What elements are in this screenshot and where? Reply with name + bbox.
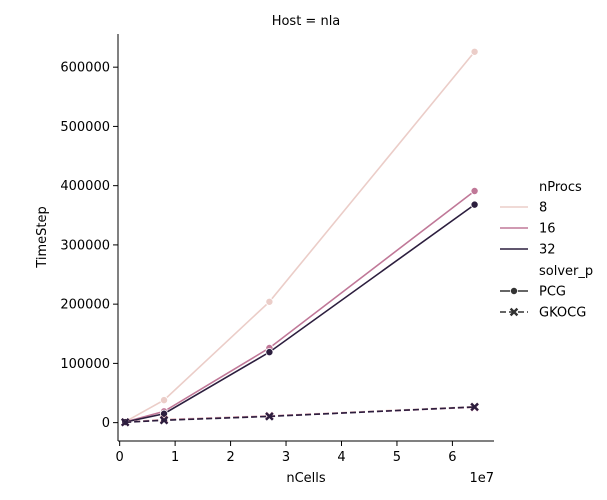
legend-label: GKOCG	[539, 306, 586, 321]
y-ticks: 0 100000 200000 300000 400000 500000 600000	[60, 61, 118, 431]
series-pcg-8	[121, 47, 479, 426]
series-gkocg-32	[120, 402, 479, 427]
x-tick-label: 1	[171, 450, 179, 465]
x-tick-label: 3	[282, 450, 290, 465]
data-point	[120, 418, 130, 427]
data-point	[160, 409, 169, 418]
y-axis-label: TimeStep	[35, 206, 50, 268]
y-tick-label: 600000	[60, 61, 110, 76]
y-tick-label: 0	[102, 416, 110, 431]
data-point	[470, 200, 479, 209]
legend-label: 32	[539, 243, 556, 258]
legend: nProcs 8 16 32 solver_p PCG GKOCG	[500, 180, 593, 321]
y-tick-label: 200000	[60, 298, 110, 313]
legend-label: PCG	[539, 285, 566, 300]
y-tick-label: 300000	[60, 238, 110, 253]
legend-hue-title: nProcs	[539, 180, 582, 195]
x-ticks: 0 1 2 3 4 5 6	[116, 441, 457, 465]
y-tick-label: 500000	[60, 120, 110, 135]
series-line	[124, 51, 476, 423]
series-line	[124, 190, 476, 423]
legend-style-entries: PCG GKOCG	[500, 285, 586, 321]
data-point	[265, 412, 274, 421]
data-point	[160, 396, 169, 405]
data-point	[159, 416, 169, 425]
legend-marker	[509, 286, 518, 295]
y-tick-label: 400000	[60, 179, 110, 194]
legend-label: 16	[539, 222, 556, 237]
series-pcg-32	[121, 200, 479, 427]
series-line	[125, 406, 475, 424]
x-offset-label: 1e7	[469, 471, 494, 486]
data-point	[470, 402, 479, 412]
legend-marker	[509, 307, 519, 317]
legend-label: 8	[539, 201, 547, 216]
data-point	[470, 186, 479, 195]
x-tick-label: 2	[226, 450, 234, 465]
legend-hue-entries: 8 16 32	[500, 201, 556, 258]
x-tick-label: 0	[116, 450, 124, 465]
data-point	[470, 47, 479, 56]
x-tick-label: 4	[337, 450, 345, 465]
legend-style-title: solver_p	[539, 264, 593, 279]
x-tick-label: 5	[393, 450, 401, 465]
data-point	[265, 297, 274, 306]
chart-title: Host = nla	[272, 14, 341, 29]
series-line	[125, 203, 476, 423]
data-point	[265, 348, 274, 357]
plot-area	[120, 47, 479, 427]
y-tick-label: 100000	[60, 357, 110, 372]
x-tick-label: 6	[448, 450, 456, 465]
x-axis-label: nCells	[286, 471, 326, 486]
